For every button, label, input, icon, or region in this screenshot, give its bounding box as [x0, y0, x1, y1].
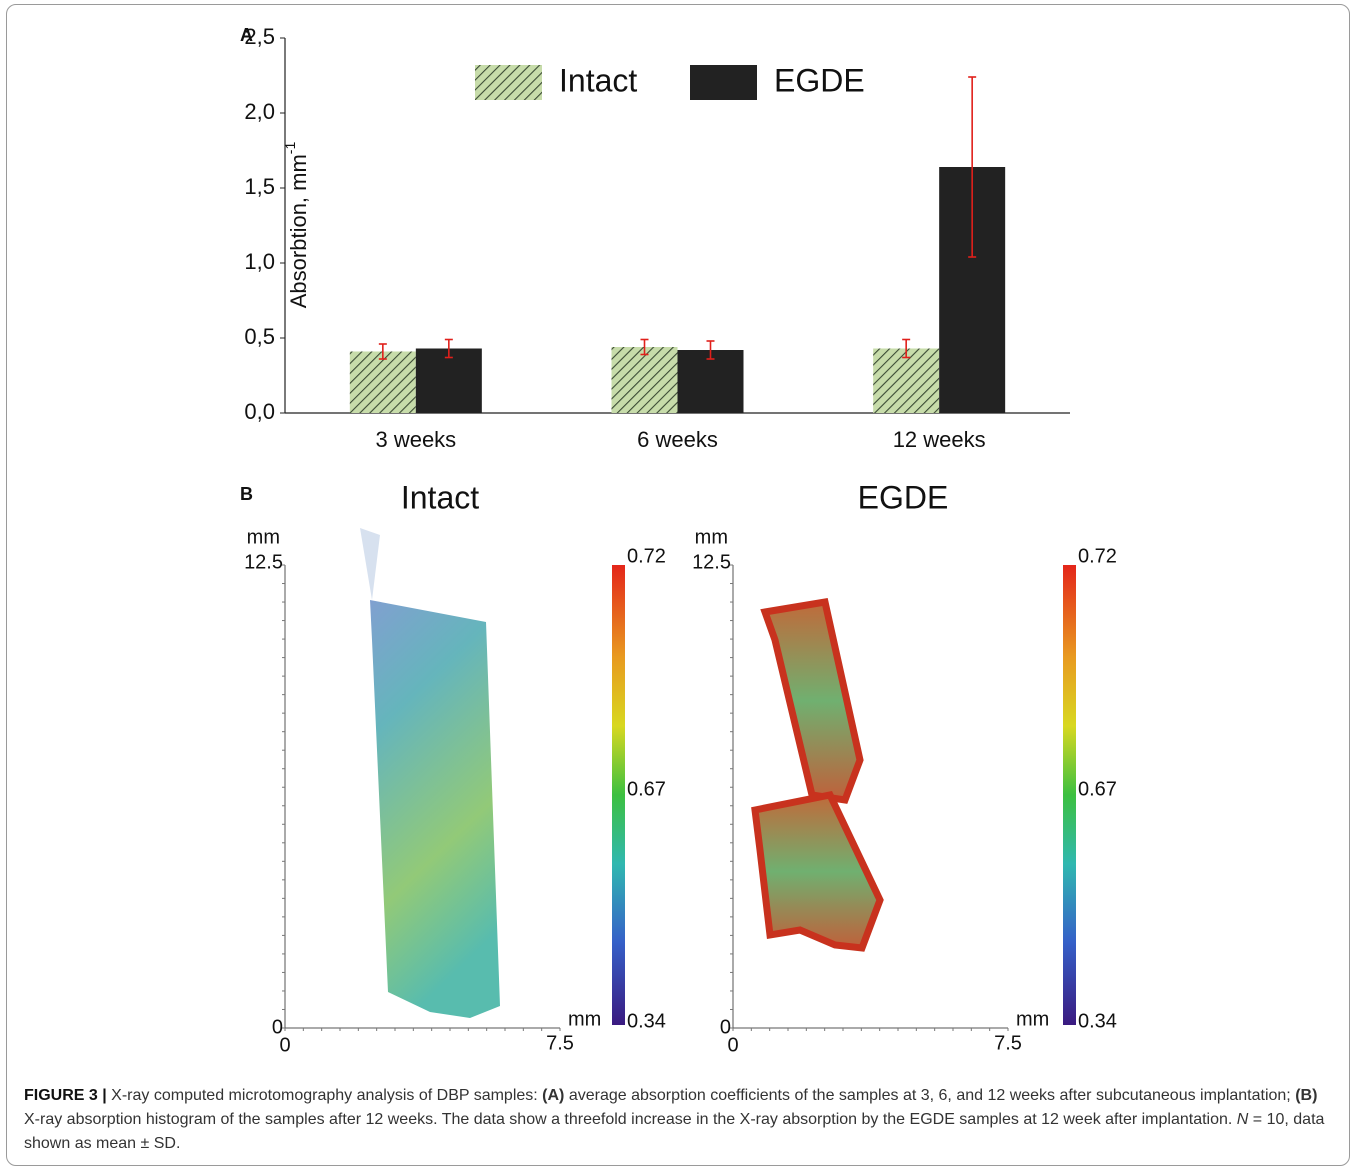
legend-label: Intact [559, 62, 637, 98]
y-axis-label-text: Absorbtion, mm [286, 154, 311, 308]
y-tick-label: 2,5 [244, 24, 275, 49]
legend-swatch [475, 65, 542, 100]
colorbar-label: 0.34 [627, 1010, 666, 1032]
y-tick-label: 0,5 [244, 324, 275, 349]
caption-text: N [1236, 1111, 1249, 1128]
y-tick-label: 1,5 [244, 174, 275, 199]
y-tick-label: 0,0 [244, 399, 275, 424]
error-bar [640, 338, 649, 356]
y-axis-label: Absorbtion, mm-1 [282, 142, 311, 309]
image-title: EGDE [858, 479, 949, 515]
egde-sample-render [760, 598, 864, 804]
image-x-unit: mm [568, 1008, 601, 1030]
image-y-unit: mm [247, 526, 280, 548]
image-x-min: 0 [727, 1034, 738, 1056]
legend-label: EGDE [774, 62, 865, 98]
image-x-unit: mm [1016, 1008, 1049, 1030]
colorbar-label: 0.72 [1078, 545, 1117, 567]
image-y-max: 12.5 [692, 551, 731, 573]
panel-label: A [240, 25, 253, 45]
colorbar-label: 0.67 [1078, 778, 1117, 800]
y-tick-label: 2,0 [244, 99, 275, 124]
figure: A 0,0 0,5 1,0 1,5 2,0 2,5 Absorbtion, mm-1 3 we… [240, 24, 1117, 1056]
x-tick-label: 12 weeks [893, 427, 986, 452]
bar [873, 348, 940, 413]
caption-text: (A) [542, 1087, 565, 1104]
egde-sample-render [751, 791, 884, 952]
colorbar-label: 0.72 [627, 545, 666, 567]
caption-text: X-ray absorption histogram of the sample… [24, 1111, 1237, 1128]
image-x-min: 0 [279, 1034, 290, 1056]
y-axis-label-sup: -1 [282, 142, 298, 155]
image-y-unit: mm [695, 526, 728, 548]
error-bar [378, 343, 387, 360]
panel-label: B [240, 484, 253, 504]
caption-text: X-ray computed microtomography analysis … [106, 1087, 543, 1104]
image-x-max: 7.5 [994, 1032, 1022, 1054]
bar-chart: 0,0 0,5 1,0 1,5 2,0 2,5 Absorbtion, mm-1 3 week… [244, 24, 1070, 452]
error-bar [706, 340, 715, 360]
x-tick-label: 3 weeks [375, 427, 456, 452]
image-title: Intact [401, 479, 479, 515]
intact-sample-render [370, 600, 500, 1018]
error-bar [902, 338, 911, 359]
colorbar [1063, 565, 1076, 1025]
caption: FIGURE 3 | X-ray computed microtomograph… [24, 1084, 1334, 1156]
bar [415, 348, 482, 413]
image-y-max: 12.5 [244, 551, 283, 573]
figure-frame [6, 4, 1350, 1166]
caption-text: = 10, data shown as mean ± SD. [24, 1111, 1325, 1152]
legend-swatch [690, 65, 757, 100]
colorbar-label: 0.34 [1078, 1010, 1117, 1032]
image-y-min: 0 [720, 1016, 731, 1038]
colorbar [612, 565, 625, 1025]
image-x-max: 7.5 [546, 1032, 574, 1054]
caption-text: average absorption coefficients of the s… [564, 1087, 1296, 1104]
intact-sample-debris [360, 528, 380, 600]
error-bar [968, 76, 977, 258]
caption-label: FIGURE 3 | [24, 1087, 107, 1104]
error-bar [444, 338, 453, 359]
bar [677, 350, 744, 413]
y-tick-label: 1,0 [244, 249, 275, 274]
bar [611, 347, 678, 413]
colorbar-label: 0.67 [627, 778, 666, 800]
caption-text: (B) [1295, 1087, 1318, 1104]
bar [349, 351, 416, 413]
x-tick-label: 6 weeks [637, 427, 718, 452]
image-y-min: 0 [272, 1016, 283, 1038]
